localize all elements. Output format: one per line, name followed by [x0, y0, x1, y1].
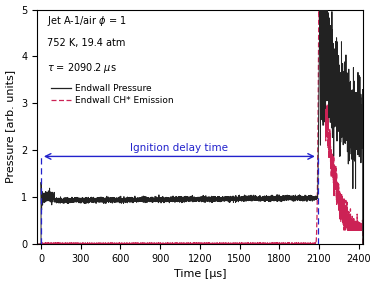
Text: 752 K, 19.4 atm: 752 K, 19.4 atm	[47, 38, 125, 48]
Text: $\tau$ = 2090.2 $\mu$s: $\tau$ = 2090.2 $\mu$s	[47, 61, 116, 75]
Y-axis label: Pressure [arb. units]: Pressure [arb. units]	[6, 70, 15, 184]
Legend: Endwall Pressure, Endwall CH* Emission: Endwall Pressure, Endwall CH* Emission	[51, 84, 173, 105]
X-axis label: Time [μs]: Time [μs]	[174, 269, 226, 280]
Text: Ignition delay time: Ignition delay time	[130, 143, 228, 153]
Text: Jet A-1/air $\phi$ = 1: Jet A-1/air $\phi$ = 1	[47, 14, 127, 28]
